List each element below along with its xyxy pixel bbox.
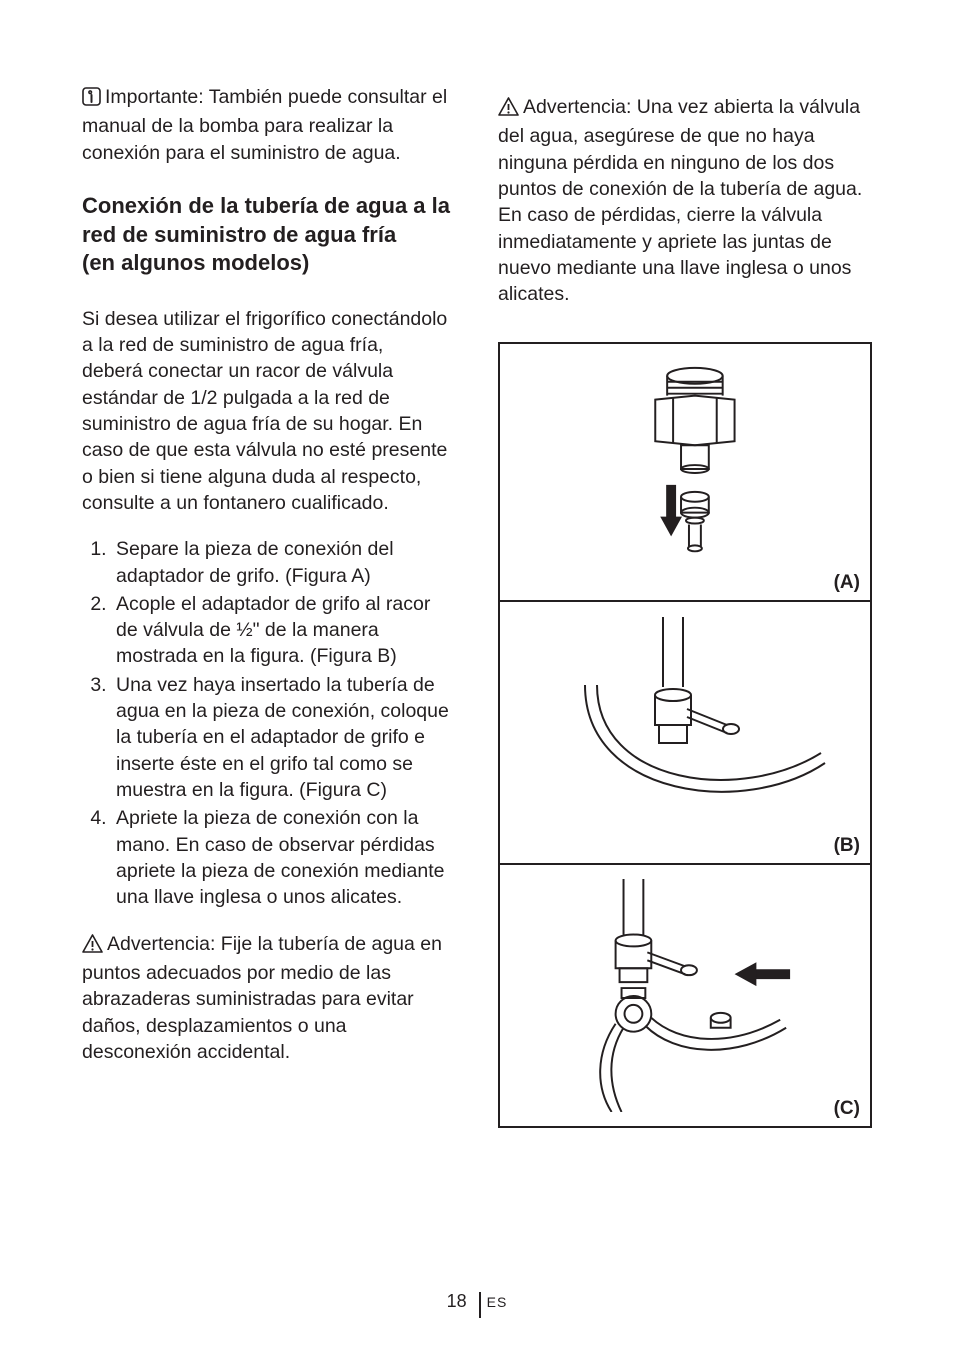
warning-icon (498, 97, 519, 123)
page-lang: ES (487, 1294, 508, 1310)
intro-para-2: deberá conectar un racor de válvula está… (82, 358, 456, 516)
figure-b: (B) (498, 600, 872, 865)
step-2: Acople el adaptador de grifo al racor de… (112, 591, 456, 670)
figure-c-label: (C) (834, 1098, 860, 1120)
figure-c-illustration (525, 879, 845, 1112)
page-number: 18 (447, 1291, 467, 1312)
steps-list: Separe la pieza de conexión del adaptado… (82, 536, 456, 910)
two-column-layout: Importante: También puede consultar el m… (82, 84, 872, 1128)
right-column: Advertencia: Una vez abierta la válvula … (498, 84, 872, 1128)
page: Importante: También puede consultar el m… (0, 0, 954, 1354)
warning-2: Advertencia: Una vez abierta la válvula … (498, 94, 872, 308)
intro-para-1: Si desea utilizar el frigorífico conectá… (82, 306, 456, 359)
section-title: Conexión de la tubería de agua a la red … (82, 193, 450, 247)
figure-a: (A) (498, 342, 872, 602)
step-3: Una vez haya insertado la tubería de agu… (112, 672, 456, 804)
figure-c: (C) (498, 863, 872, 1128)
figure-a-illustration (585, 358, 785, 586)
warning-1-text: Advertencia: Fije la tubería de agua en … (82, 933, 442, 1063)
step-1: Separe la pieza de conexión del adaptado… (112, 536, 456, 589)
warning-1: Advertencia: Fije la tubería de agua en … (82, 931, 456, 1066)
section-heading: Conexión de la tubería de agua a la red … (82, 192, 456, 278)
warning-2-text: Advertencia: Una vez abierta la válvula … (498, 96, 862, 305)
figure-b-illustration (525, 617, 845, 847)
footer-divider (479, 1292, 481, 1318)
figure-a-label: (A) (834, 572, 860, 594)
section-subtitle: (en algunos modelos) (82, 250, 309, 275)
figures-container: (A) (498, 342, 872, 1128)
left-column: Importante: También puede consultar el m… (82, 84, 456, 1128)
warning-icon (82, 934, 103, 960)
step-4: Apriete la pieza de conexión con la mano… (112, 805, 456, 910)
figure-b-label: (B) (834, 835, 860, 857)
page-footer: 18 ES (0, 1291, 954, 1312)
important-note: Importante: También puede consultar el m… (82, 84, 456, 166)
important-note-text: Importante: También puede consultar el m… (82, 86, 447, 164)
info-icon (82, 87, 101, 113)
